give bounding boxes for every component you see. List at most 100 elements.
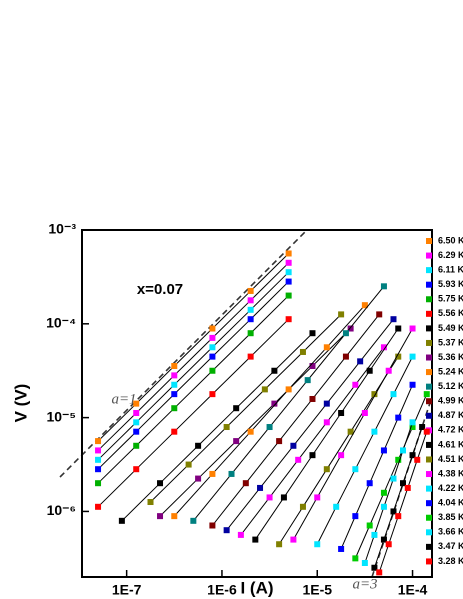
data-point	[376, 569, 383, 576]
legend-marker	[426, 252, 432, 259]
data-point	[323, 419, 330, 426]
data-point	[414, 456, 421, 463]
data-point	[347, 325, 354, 332]
data-point	[380, 283, 387, 290]
legend-label: 5.93 K	[438, 279, 463, 289]
legend-marker	[426, 529, 432, 536]
data-point	[380, 344, 387, 351]
data-point	[133, 442, 140, 449]
series-line	[364, 422, 414, 564]
series-line	[316, 356, 413, 545]
data-point	[209, 325, 216, 332]
legend-label: 5.24 K	[438, 366, 463, 376]
data-point	[223, 424, 230, 431]
data-point	[333, 503, 340, 510]
series-line	[278, 356, 399, 545]
legend-marker	[426, 354, 432, 361]
series-line	[173, 304, 366, 517]
data-point	[352, 513, 359, 520]
series-line	[97, 271, 289, 461]
data-point	[209, 367, 216, 374]
data-point	[266, 424, 273, 431]
data-point	[266, 494, 273, 501]
series-line	[192, 286, 385, 522]
data-point	[299, 348, 306, 355]
data-point	[171, 363, 178, 370]
data-point	[171, 405, 178, 412]
data-point	[276, 541, 283, 548]
data-point	[257, 484, 264, 491]
data-point	[380, 489, 387, 496]
data-point	[338, 410, 345, 417]
data-point	[133, 419, 140, 426]
data-point	[304, 377, 311, 384]
data-point	[409, 325, 416, 332]
data-point	[95, 466, 102, 473]
legend-label: 6.29 K	[438, 250, 463, 260]
legend-label: 4.87 K	[438, 410, 463, 420]
data-point	[314, 541, 321, 548]
data-point	[209, 470, 216, 477]
data-point	[271, 367, 278, 374]
legend-marker	[426, 558, 432, 565]
series-line	[254, 328, 399, 540]
legend-marker	[426, 369, 432, 376]
data-point	[371, 564, 378, 571]
y-tick-label: 10⁻³	[48, 221, 76, 237]
data-point	[285, 278, 292, 285]
data-point	[290, 442, 297, 449]
data-point	[409, 419, 416, 426]
series-line	[212, 314, 380, 526]
data-point	[371, 531, 378, 538]
data-point	[395, 513, 402, 520]
data-point	[409, 424, 416, 431]
series-line	[97, 262, 289, 451]
series-line	[240, 346, 385, 536]
series-line	[97, 253, 289, 442]
data-point	[342, 330, 349, 337]
data-point	[366, 480, 373, 487]
legend-marker	[426, 325, 432, 332]
data-point	[276, 438, 283, 445]
data-point	[133, 400, 140, 407]
data-point	[247, 306, 254, 313]
y-axis-label: V (V)	[11, 384, 30, 423]
legend-label: 5.49 K	[438, 323, 463, 333]
data-point	[195, 442, 202, 449]
data-point	[357, 358, 364, 365]
data-point	[366, 367, 373, 374]
data-point	[133, 410, 140, 417]
x-tick-label: 1E-4	[398, 582, 428, 598]
data-point	[285, 386, 292, 393]
data-point	[237, 531, 244, 538]
y-tick-label: 10⁻⁴	[46, 315, 76, 331]
data-point	[309, 395, 316, 402]
x-tick-label: 1E-7	[112, 582, 142, 598]
data-point	[395, 456, 402, 463]
x-axis-label: I (A)	[240, 578, 273, 597]
data-point	[385, 541, 392, 548]
data-point	[371, 391, 378, 398]
data-point	[419, 424, 426, 431]
legend-marker	[426, 238, 432, 244]
data-point	[366, 522, 373, 529]
legend-marker	[426, 339, 432, 346]
series-line	[159, 328, 351, 517]
data-point	[247, 297, 254, 304]
data-point	[376, 311, 383, 318]
data-point	[209, 344, 216, 351]
legend-marker	[426, 471, 432, 478]
data-point	[195, 475, 202, 482]
data-point	[352, 466, 359, 473]
data-point	[171, 372, 178, 379]
data-point	[285, 269, 292, 276]
legend-label: 3.85 K	[438, 512, 463, 522]
data-point	[361, 560, 368, 567]
data-point	[380, 447, 387, 454]
data-point	[95, 480, 102, 487]
data-point	[280, 494, 287, 501]
data-point	[247, 353, 254, 360]
data-point	[209, 353, 216, 360]
data-point	[247, 428, 254, 435]
